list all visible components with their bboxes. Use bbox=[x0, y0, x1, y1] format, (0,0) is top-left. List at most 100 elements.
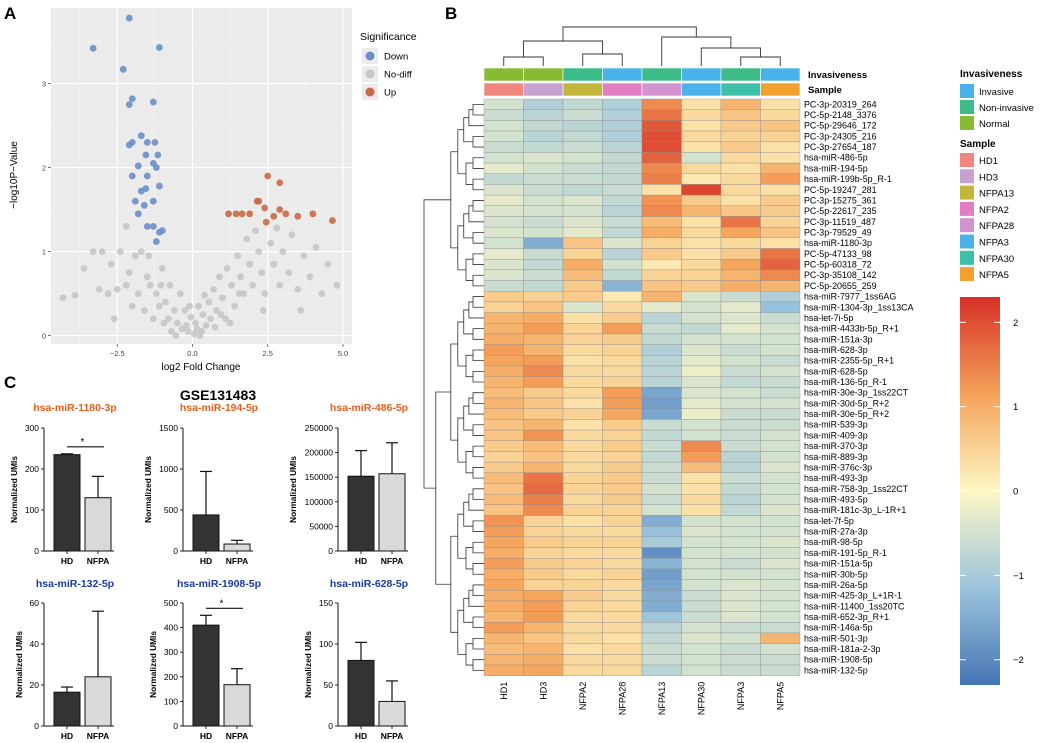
heatmap-cell bbox=[602, 664, 643, 676]
row-dendrogram-branch bbox=[468, 397, 484, 415]
row-dendrogram-branch bbox=[472, 157, 484, 169]
heatmap-row-label: PC-5p-2148_3376 bbox=[804, 110, 877, 120]
heatmap-cell bbox=[483, 162, 524, 174]
heatmap-cell bbox=[523, 429, 564, 441]
heatmap-cell bbox=[562, 643, 603, 655]
significance-star: * bbox=[220, 598, 224, 609]
heatmap-cell bbox=[681, 600, 722, 612]
row-dendrogram-branch bbox=[472, 584, 484, 597]
heatmap-cell bbox=[483, 344, 524, 356]
heatmap-cell bbox=[720, 184, 761, 196]
annotation-sample-cell bbox=[602, 82, 643, 97]
volcano-point-no-diff bbox=[318, 290, 326, 297]
heatmap-cell bbox=[562, 504, 603, 516]
heatmap-cell bbox=[681, 387, 722, 399]
bar-y-axis-label: Normalized UMIs bbox=[14, 631, 24, 698]
significance-star: * bbox=[81, 437, 85, 448]
heatmap-cell bbox=[681, 184, 722, 196]
heatmap-cell bbox=[641, 493, 682, 506]
heatmap-cell bbox=[720, 248, 761, 260]
volcano-point-no-diff bbox=[324, 260, 332, 268]
row-dendrogram-branch bbox=[465, 643, 473, 666]
heatmap-column-label: NFPA13 bbox=[657, 682, 667, 715]
heatmap-row-label: hsa-miR-486-5p bbox=[804, 153, 868, 163]
bar-y-tick-label: 50000 bbox=[309, 521, 333, 531]
volcano-point-no-diff bbox=[211, 323, 219, 331]
heatmap-cell bbox=[760, 622, 801, 634]
heatmap-cell bbox=[641, 622, 682, 634]
volcano-point-no-diff bbox=[312, 244, 320, 251]
heatmap-cell bbox=[602, 558, 643, 570]
heatmap-cell bbox=[641, 323, 682, 335]
bar-x-tick-label: NFPA bbox=[87, 731, 110, 741]
heatmap-cell bbox=[562, 397, 603, 409]
heatmap-cell bbox=[562, 130, 603, 142]
heatmap-cell bbox=[760, 654, 801, 666]
heatmap-cell bbox=[681, 526, 722, 538]
volcano-point-down bbox=[131, 197, 139, 205]
heatmap-cell bbox=[760, 376, 801, 388]
heatmap-cell bbox=[641, 451, 682, 463]
heatmap-cell bbox=[681, 568, 722, 580]
heatmap-cell bbox=[681, 472, 722, 484]
annotation-invasiveness-cell bbox=[562, 67, 603, 82]
heatmap-row-label: hsa-miR-425-3p_L+1R-1 bbox=[804, 591, 902, 601]
heatmap-cell bbox=[641, 120, 682, 132]
heatmap-cell bbox=[483, 536, 524, 548]
row-dendrogram-branch bbox=[450, 151, 458, 249]
heatmap-cell bbox=[760, 130, 801, 142]
heatmap-cell bbox=[483, 365, 524, 377]
heatmap-cell bbox=[523, 141, 564, 153]
heatmap-cell bbox=[483, 526, 524, 538]
heatmap-cell bbox=[720, 451, 761, 463]
volcano-point-no-diff bbox=[145, 252, 153, 260]
heatmap-cell bbox=[681, 493, 722, 506]
heatmap-cell bbox=[602, 152, 643, 164]
annotation-sample-cell bbox=[641, 82, 682, 97]
heatmap-cell bbox=[681, 141, 722, 153]
volcano-point-no-diff bbox=[279, 248, 287, 256]
heatmap-cell bbox=[562, 280, 603, 292]
heatmap-cell bbox=[483, 461, 524, 473]
legend-title-sample: Sample bbox=[960, 139, 996, 150]
volcano-point-no-diff bbox=[259, 307, 267, 314]
heatmap-cell bbox=[483, 237, 524, 249]
heatmap-cell bbox=[602, 291, 643, 303]
volcano-point-down bbox=[149, 98, 157, 106]
heatmap-legend: Invasiveness Sample Invasive Non-invasive… bbox=[960, 69, 1034, 282]
heatmap-cell bbox=[562, 654, 603, 666]
heatmap-cell bbox=[562, 269, 603, 281]
volcano-point-no-diff bbox=[184, 328, 192, 335]
heatmap-cell bbox=[562, 611, 603, 623]
heatmap-cell bbox=[523, 237, 564, 249]
heatmap-cell bbox=[562, 429, 603, 441]
heatmap-cell bbox=[681, 291, 722, 303]
volcano-point-no-diff bbox=[164, 315, 172, 323]
volcano-point-no-diff bbox=[98, 248, 106, 256]
heatmap-column-label: NFPA5 bbox=[775, 682, 785, 710]
heatmap-cell bbox=[483, 141, 524, 153]
heatmap-cell bbox=[720, 440, 761, 452]
heatmap-cell bbox=[602, 611, 643, 623]
row-dendrogram-branch bbox=[472, 349, 484, 362]
annotation-label-invasiveness: Invasiveness bbox=[808, 70, 867, 81]
heatmap-cell bbox=[483, 397, 524, 409]
volcano-point-down bbox=[151, 139, 159, 146]
heatmap-cell bbox=[681, 611, 722, 623]
row-dendrogram-branch bbox=[472, 445, 484, 458]
heatmap-cell bbox=[760, 493, 801, 506]
heatmap-cell bbox=[720, 526, 761, 538]
heatmap-cell bbox=[523, 291, 564, 303]
heatmap-cell bbox=[681, 323, 722, 335]
heatmap-cell bbox=[562, 291, 603, 303]
heatmap-cell bbox=[681, 205, 722, 217]
annotation-invasiveness-cell bbox=[681, 67, 722, 82]
volcano-point-no-diff bbox=[297, 307, 305, 314]
heatmap-row-label: PC-3p-27654_187 bbox=[804, 142, 877, 152]
legend-swatch-invasiveness bbox=[960, 84, 974, 98]
heatmap-cell bbox=[523, 355, 564, 367]
panel-label-b: B bbox=[445, 4, 457, 23]
heatmap-cell bbox=[523, 664, 564, 676]
volcano-point-no-diff bbox=[192, 319, 199, 327]
heatmap-cell bbox=[641, 152, 682, 164]
